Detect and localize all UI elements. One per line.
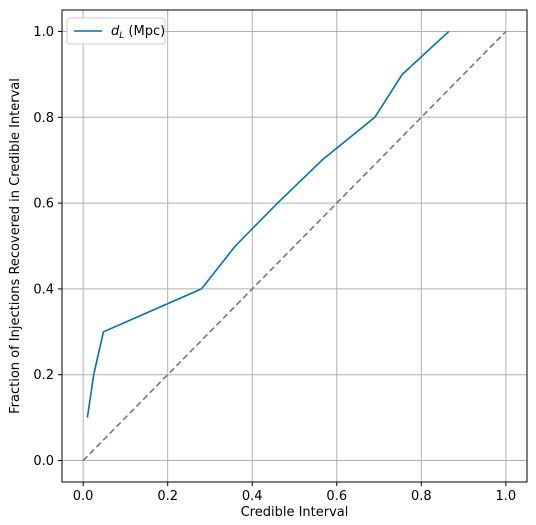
x-tick-label: 0.0 — [73, 489, 94, 504]
x-axis-label: Credible Interval — [241, 505, 349, 520]
x-tick-label: 0.4 — [242, 489, 263, 504]
legend: dL (Mpc) — [66, 17, 166, 45]
y-axis-label: Fraction of Injections Recovered in Cred… — [8, 78, 23, 414]
legend-label-subscript: L — [119, 31, 124, 41]
legend-box — [66, 17, 166, 45]
y-tick-label: 1.0 — [33, 25, 54, 40]
x-tick-label: 0.6 — [326, 489, 347, 504]
x-tick-label: 0.8 — [411, 489, 432, 504]
y-tick-label: 0.4 — [33, 282, 54, 297]
legend-label-main: d — [111, 24, 120, 39]
legend-label: dL (Mpc) — [111, 24, 165, 41]
series-layer — [82, 30, 507, 462]
plot-frame — [61, 9, 528, 483]
y-tick-label: 0.0 — [33, 454, 54, 469]
reference-diagonal-line — [82, 30, 507, 462]
x-tick-label: 0.2 — [157, 489, 178, 504]
legend-label-rest: (Mpc) — [124, 24, 165, 39]
y-tick-label: 0.8 — [33, 111, 54, 126]
ticks: 0.0 0.2 0.4 0.6 0.8 1.0 0.0 0.2 0.4 0.6 0.8 1.0 — [33, 25, 516, 504]
y-tick-label: 0.2 — [33, 368, 54, 383]
x-tick-label: 1.0 — [496, 489, 517, 504]
y-tick-label: 0.6 — [33, 197, 54, 212]
series-line — [86, 30, 450, 418]
